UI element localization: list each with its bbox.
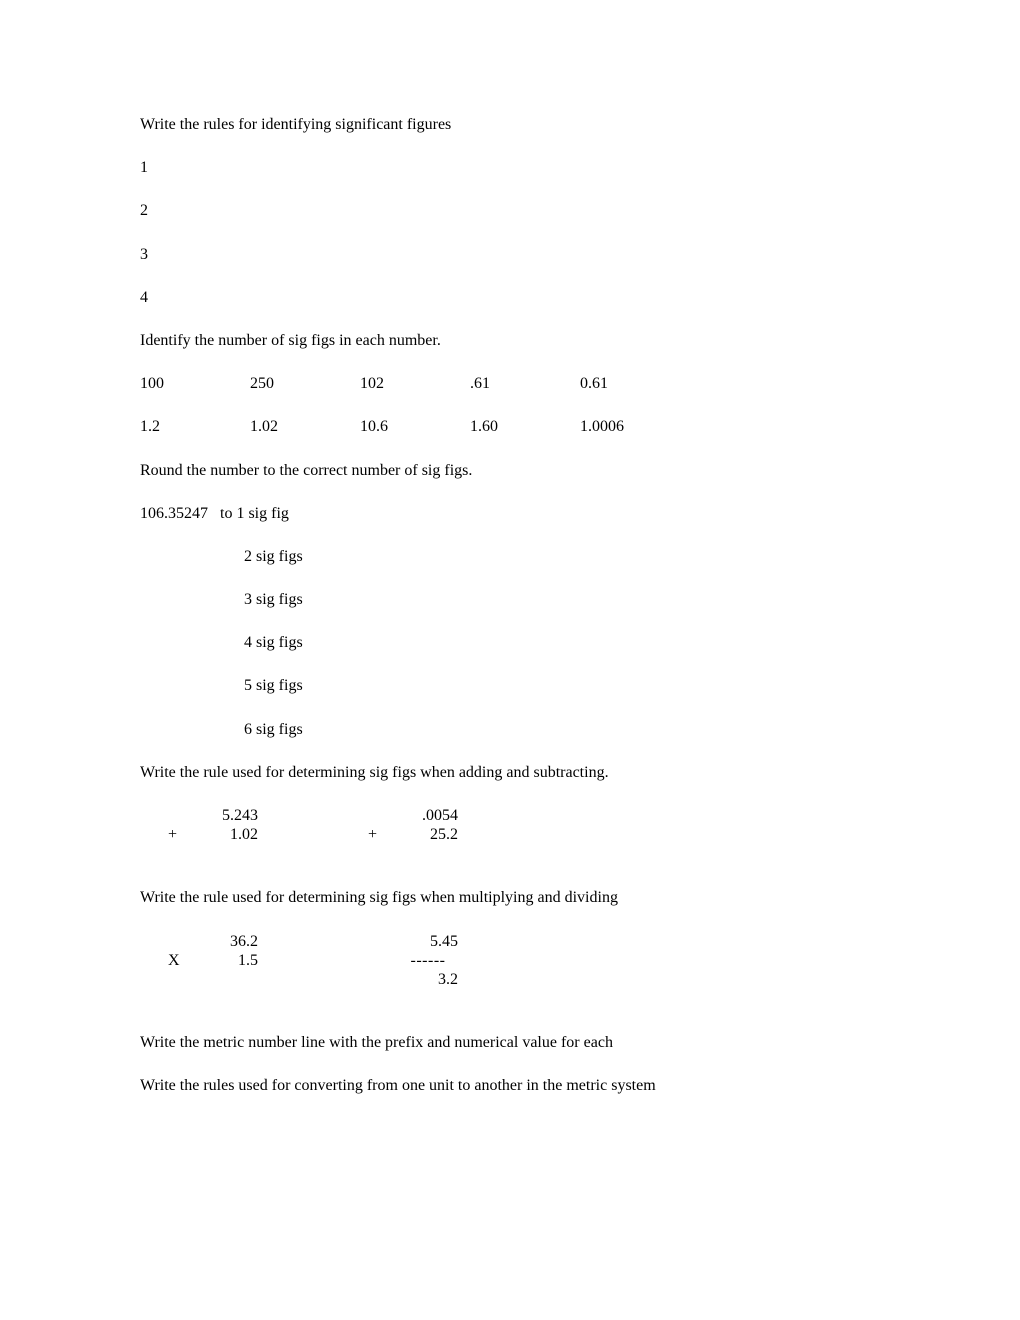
number-row-2: 1.2 1.02 10.6 1.60 1.0006 [140, 417, 880, 436]
rule-1: 1 [140, 158, 880, 177]
heading-metric-line: Write the metric number line with the pr… [140, 1033, 880, 1052]
add-a1: 5.243 [198, 806, 262, 825]
round-line-4: 4 sig figs [140, 633, 880, 652]
div-b1: 5.45 [398, 932, 462, 951]
op-blank [368, 951, 398, 970]
heading-convert-rules: Write the rules used for converting from… [140, 1076, 880, 1095]
round-line-5: 5 sig figs [140, 676, 880, 695]
addition-problems: 5.243 + 1.02 .0054 + 25.2 [140, 806, 880, 844]
num-cell: 1.2 [140, 417, 250, 436]
plus-sign: + [168, 825, 198, 844]
round-line-6: 6 sig figs [140, 720, 880, 739]
div-b2: 3.2 [398, 970, 462, 989]
op-blank [368, 806, 398, 825]
heading-round: Round the number to the correct number o… [140, 461, 880, 480]
round-line-2: 2 sig figs [140, 547, 880, 566]
heading-add-sub: Write the rule used for determining sig … [140, 763, 880, 782]
div-line: ------ [398, 951, 458, 970]
mul-a2: 1.5 [198, 951, 262, 970]
num-cell: .61 [470, 374, 580, 393]
add-b2: 25.2 [398, 825, 462, 844]
add-b1: .0054 [398, 806, 462, 825]
num-cell: 100 [140, 374, 250, 393]
num-cell: 1.0006 [580, 417, 690, 436]
plus-sign: + [368, 825, 398, 844]
num-cell: 1.02 [250, 417, 360, 436]
rule-2: 2 [140, 201, 880, 220]
num-cell: 250 [250, 374, 360, 393]
rule-3: 3 [140, 245, 880, 264]
op-blank [168, 932, 198, 951]
num-cell: 102 [360, 374, 470, 393]
heading-mul-div: Write the rule used for determining sig … [140, 888, 880, 907]
op-blank [368, 970, 398, 989]
multiply-divide-problems: 36.2 X 1.5 5.45 ------ 3.2 [140, 932, 880, 990]
heading-rules: Write the rules for identifying signific… [140, 115, 880, 134]
number-row-1: 100 250 102 .61 0.61 [140, 374, 880, 393]
round-line-3: 3 sig figs [140, 590, 880, 609]
mul-a1: 36.2 [198, 932, 262, 951]
heading-identify: Identify the number of sig figs in each … [140, 331, 880, 350]
op-blank [368, 932, 398, 951]
num-cell: 0.61 [580, 374, 690, 393]
num-cell: 10.6 [360, 417, 470, 436]
rule-4: 4 [140, 288, 880, 307]
round-line-1: 106.35247 to 1 sig fig [140, 504, 880, 523]
op-blank [168, 806, 198, 825]
times-sign: X [168, 951, 198, 970]
num-cell: 1.60 [470, 417, 580, 436]
add-a2: 1.02 [198, 825, 262, 844]
